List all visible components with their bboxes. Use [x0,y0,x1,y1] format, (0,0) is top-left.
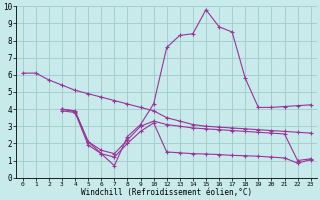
X-axis label: Windchill (Refroidissement éolien,°C): Windchill (Refroidissement éolien,°C) [81,188,252,197]
